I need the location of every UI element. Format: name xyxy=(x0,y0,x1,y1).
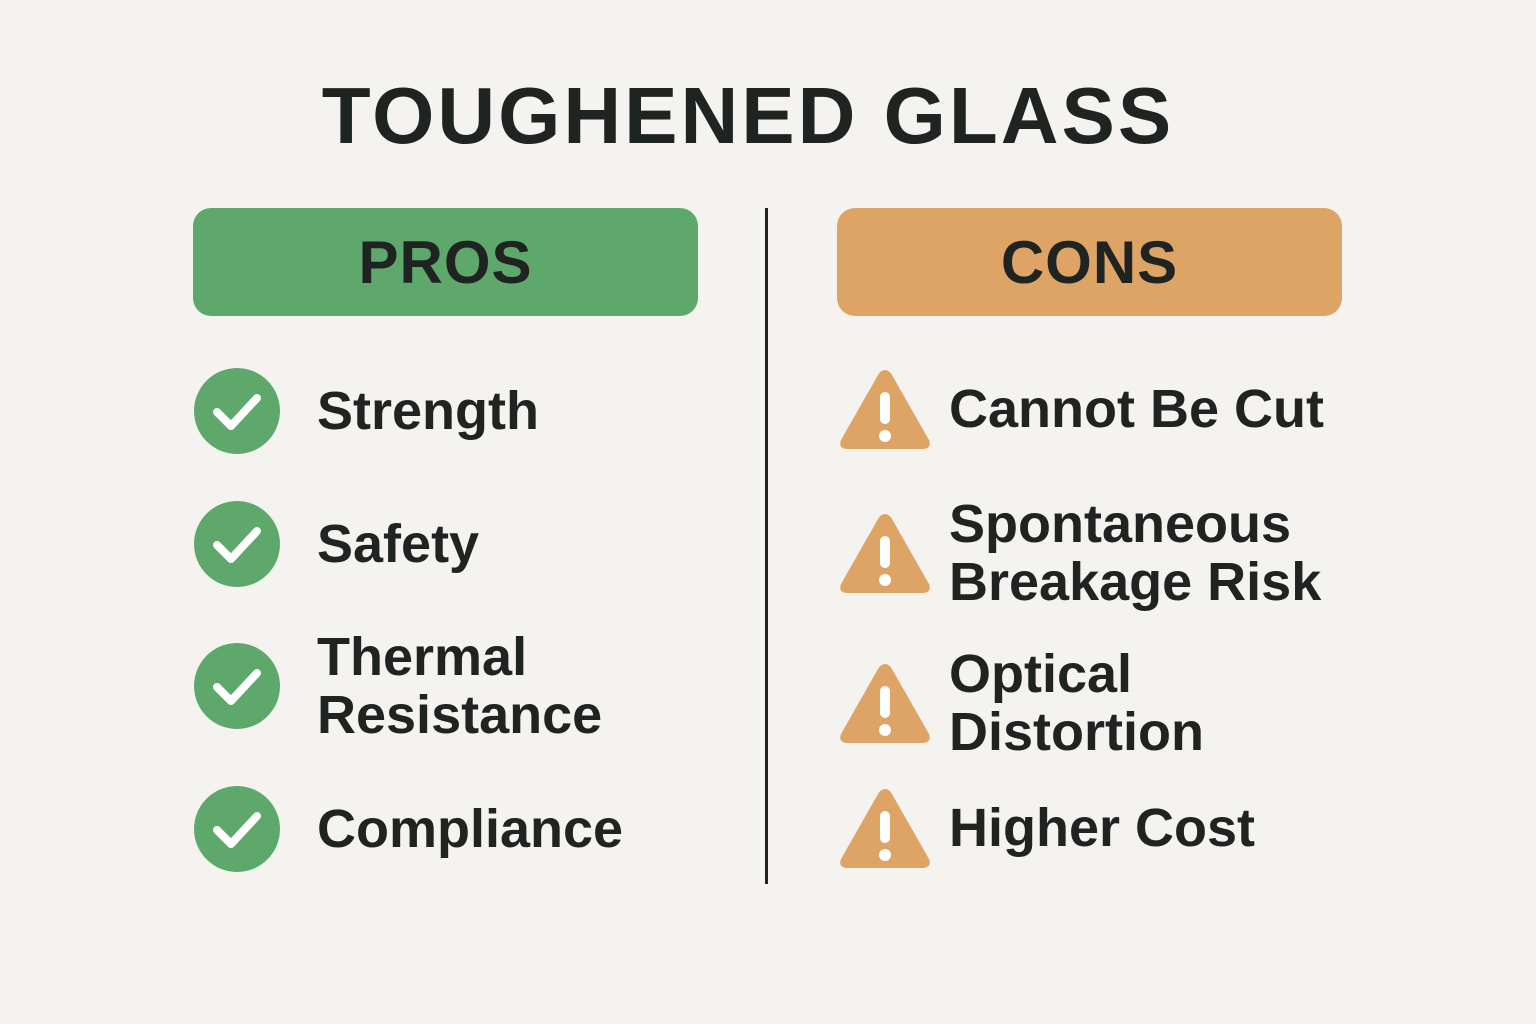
list-item: Compliance xyxy=(193,785,657,873)
list-item: Spontaneous Breakage Risk xyxy=(837,495,1379,611)
check-icon xyxy=(194,786,280,872)
pros-header: PROS xyxy=(193,208,698,316)
list-item: Safety xyxy=(193,500,657,588)
list-item: Cannot Be Cut xyxy=(837,366,1379,452)
item-label: Thermal Resistance xyxy=(317,627,603,745)
check-icon xyxy=(194,368,280,454)
item-label: Cannot Be Cut xyxy=(949,379,1324,439)
list-item: Strength xyxy=(193,367,657,455)
item-label: Strength xyxy=(317,381,539,441)
warning-icon xyxy=(840,370,930,449)
item-label: Higher Cost xyxy=(949,798,1256,858)
item-label: Optical Distortion xyxy=(949,644,1204,762)
list-item: Higher Cost xyxy=(837,785,1379,871)
item-label: Safety xyxy=(317,514,480,574)
warning-icon xyxy=(840,664,930,743)
check-icon xyxy=(194,643,280,729)
item-label: Spontaneous Breakage Risk xyxy=(949,494,1322,612)
check-icon xyxy=(194,501,280,587)
divider xyxy=(765,208,768,884)
item-label: Compliance xyxy=(317,799,624,859)
title: TOUGHENED GLASS xyxy=(321,71,1175,160)
cons-header: CONS xyxy=(837,208,1342,316)
warning-icon xyxy=(840,514,930,593)
list-item: Optical Distortion xyxy=(837,645,1379,761)
warning-icon xyxy=(840,789,930,868)
list-item: Thermal Resistance xyxy=(193,628,657,744)
